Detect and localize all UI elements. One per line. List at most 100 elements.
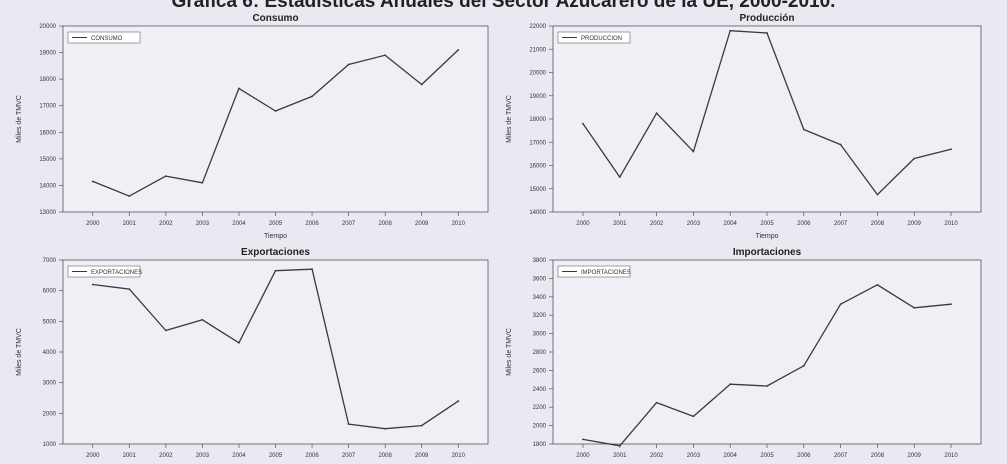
y-tick-label: 6000 [43, 289, 57, 295]
x-tick-label: 2004 [724, 221, 738, 227]
y-tick-label: 2800 [533, 350, 547, 356]
x-tick-label: 2007 [834, 453, 848, 459]
data-point [766, 385, 768, 387]
y-axis-label: Miles de TMVC [16, 328, 23, 376]
x-tick-label: 2008 [871, 453, 885, 459]
data-point [311, 268, 313, 271]
y-tick-label: 20000 [529, 71, 546, 77]
x-tick-label: 2001 [613, 453, 627, 459]
y-tick-label: 18000 [39, 77, 56, 83]
y-tick-label: 19000 [39, 51, 56, 57]
plot-area [62, 259, 489, 445]
y-tick-label: 2600 [533, 368, 547, 374]
y-tick-label: 3200 [533, 313, 547, 319]
legend-box [557, 265, 631, 278]
y-tick-label: 1800 [533, 442, 547, 448]
x-tick-label: 2000 [576, 221, 590, 227]
plot-area [62, 25, 489, 213]
x-tick-label: 2006 [797, 221, 811, 227]
y-tick-label: 3000 [43, 381, 57, 387]
legend-box [67, 265, 141, 278]
x-tick-label: 2005 [760, 453, 774, 459]
data-point [839, 303, 842, 306]
y-tick-label: 2400 [533, 387, 547, 393]
y-tick-label: 20000 [39, 24, 56, 30]
x-tick-label: 2006 [305, 221, 319, 227]
x-tick-label: 2004 [232, 453, 246, 459]
data-point [238, 87, 240, 90]
data-point [729, 383, 732, 386]
x-tick-label: 2006 [305, 453, 319, 459]
data-point [729, 29, 732, 32]
data-point [950, 148, 952, 151]
x-tick-label: 2001 [123, 453, 137, 459]
legend-label: CONSUMO [91, 36, 123, 42]
y-axis-label: Miles de TMVC [506, 328, 513, 376]
y-tick-label: 22000 [529, 24, 546, 30]
x-tick-label: 2005 [760, 221, 774, 227]
x-tick-label: 2000 [576, 453, 590, 459]
y-tick-label: 2000 [43, 411, 57, 417]
x-tick-label: 2001 [613, 221, 627, 227]
y-tick-label: 3400 [533, 295, 547, 301]
x-axis-label: Tiempo [755, 233, 778, 240]
x-tick-label: 2007 [342, 453, 356, 459]
chart-title: Importaciones [733, 247, 802, 258]
x-tick-label: 2002 [650, 453, 664, 459]
chart-title: Producción [739, 13, 794, 24]
y-tick-label: 3600 [533, 276, 547, 282]
y-axis-label: Miles de TMVC [16, 95, 23, 143]
x-tick-label: 2008 [871, 221, 885, 227]
y-tick-label: 19000 [529, 94, 546, 100]
x-tick-label: 2009 [908, 453, 922, 459]
data-point [802, 128, 805, 131]
x-tick-label: 2004 [724, 453, 738, 459]
data-point [692, 150, 695, 153]
y-tick-label: 2200 [533, 405, 547, 411]
data-point [457, 49, 460, 51]
legend-label: PRODUCCION [581, 36, 622, 42]
data-point [384, 54, 387, 57]
y-tick-label: 17000 [529, 140, 546, 146]
data-point [91, 283, 94, 286]
y-tick-label: 7000 [43, 258, 57, 264]
x-axis-label: Tiempo [264, 233, 287, 240]
y-tick-label: 17000 [39, 104, 56, 110]
data-point [311, 95, 313, 98]
data-point [655, 112, 658, 115]
x-tick-label: 2005 [269, 221, 283, 227]
x-tick-label: 2005 [269, 453, 283, 459]
data-point [839, 143, 842, 146]
data-point [274, 269, 277, 272]
x-tick-label: 2010 [452, 221, 466, 227]
y-tick-label: 16000 [529, 164, 546, 170]
data-point [950, 303, 952, 306]
data-point [420, 424, 423, 427]
y-tick-label: 14000 [39, 183, 56, 189]
x-tick-label: 2002 [159, 453, 173, 459]
x-tick-label: 2009 [908, 221, 922, 227]
legend-label: IMPORTACIONES [581, 270, 631, 276]
x-tick-label: 2006 [797, 453, 811, 459]
x-tick-label: 2009 [415, 221, 429, 227]
data-point [913, 157, 916, 160]
data-point [164, 175, 167, 178]
plot-area [552, 259, 982, 445]
data-point [655, 401, 658, 404]
chart-title: Consumo [252, 13, 298, 24]
data-point [238, 341, 240, 344]
y-tick-label: 15000 [39, 157, 56, 163]
x-tick-label: 2003 [687, 453, 701, 459]
y-tick-label: 4000 [43, 350, 57, 356]
x-tick-label: 2004 [232, 221, 246, 227]
legend-box [67, 31, 141, 44]
chart-title: Exportaciones [241, 247, 310, 258]
y-tick-label: 13000 [39, 210, 56, 216]
data-point [582, 438, 584, 441]
legend-label: EXPORTACIONES [91, 270, 142, 276]
x-tick-label: 2003 [196, 453, 210, 459]
data-point [420, 83, 423, 86]
data-point [384, 427, 387, 430]
data-point [802, 364, 805, 367]
